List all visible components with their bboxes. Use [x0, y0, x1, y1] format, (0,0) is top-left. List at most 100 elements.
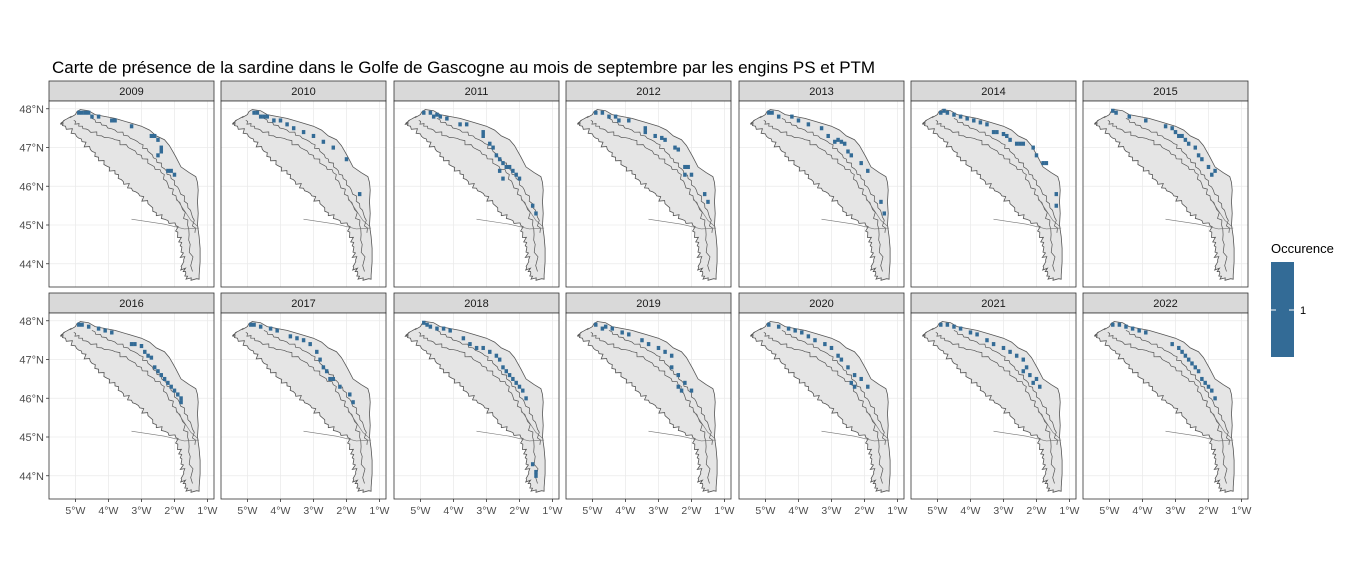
presence-cell [156, 369, 160, 374]
presence-cell [594, 110, 598, 115]
presence-cell [676, 147, 681, 152]
presence-cell [166, 380, 170, 385]
zone-boundary [131, 430, 200, 442]
presence-cell [143, 349, 147, 354]
presence-cell [689, 172, 694, 177]
presence-cell [882, 211, 887, 216]
zone-boundary [1037, 409, 1061, 440]
presence-cell [852, 373, 857, 378]
facet-panel: 2010 [220, 80, 387, 288]
presence-cell [600, 110, 605, 115]
presence-cell [968, 330, 973, 335]
x-tick-label: 3°W [1165, 505, 1185, 517]
presence-cell [331, 376, 336, 382]
presence-cell [660, 135, 664, 140]
presence-cell [1034, 376, 1039, 382]
presence-cell [600, 326, 605, 331]
presence-cell [800, 330, 804, 335]
presence-cell [991, 130, 996, 135]
presence-cell [507, 164, 512, 170]
panel-border [48, 100, 215, 288]
presence-cell [348, 392, 352, 397]
x-tick-label: 5°W [237, 505, 257, 517]
x-tick-label: 3°W [648, 505, 668, 517]
presence-cell [1206, 384, 1211, 389]
presence-cell [438, 114, 443, 119]
legend: Occurence 1 [1271, 241, 1334, 357]
presence-cell [166, 168, 170, 173]
presence-cell [1170, 342, 1174, 347]
presence-cell [159, 145, 164, 150]
x-tick-label: 4°W [443, 505, 463, 517]
presence-cell [262, 114, 266, 119]
presence-cell [517, 176, 522, 181]
presence-cell [464, 122, 469, 127]
presence-cell [156, 153, 160, 158]
depth-contour [590, 332, 711, 484]
depth-contour [608, 118, 713, 233]
presence-cell [995, 130, 999, 135]
zone-boundary [865, 409, 889, 440]
x-tick-label: 4°W [615, 505, 635, 517]
facet-panel: 2014 [910, 80, 1077, 288]
presence-cell [643, 126, 648, 131]
x-tick-label: 4°W [98, 505, 118, 517]
presence-cell [318, 357, 322, 362]
facet-panel: 2015 [1082, 80, 1249, 288]
x-tick-label: 3°W [821, 505, 841, 517]
presence-cell [958, 326, 963, 331]
presence-cell [1114, 110, 1118, 115]
x-tick-label: 2°W [509, 505, 529, 517]
zone-boundary [1165, 430, 1234, 442]
x-tick-label: 5°W [755, 505, 775, 517]
survey-area [577, 109, 718, 281]
panel-border [565, 312, 732, 500]
presence-cell [945, 110, 950, 115]
presence-cell [159, 373, 164, 378]
survey-area [404, 109, 546, 281]
x-tick-label: 2°W [854, 505, 874, 517]
presence-cell [179, 396, 183, 401]
depth-contour [935, 120, 1056, 272]
x-tick-label: 4°W [960, 505, 980, 517]
presence-cell [422, 110, 426, 115]
presence-cell [1024, 365, 1029, 370]
presence-cell [1001, 345, 1006, 351]
presence-cell [1177, 345, 1181, 351]
presence-cell [829, 345, 834, 351]
presence-cell [866, 384, 870, 389]
presence-cell [468, 342, 472, 347]
panel-border [220, 312, 387, 500]
presence-cell [534, 211, 538, 216]
presence-cell [806, 122, 811, 127]
presence-cell [497, 168, 502, 173]
presence-cell [534, 469, 538, 475]
x-tick-label: 1°W [369, 505, 389, 517]
presence-cell [1127, 114, 1132, 119]
x-tick-label: 5°W [927, 505, 947, 517]
presence-cell [149, 133, 154, 139]
presence-cell [939, 110, 943, 115]
presence-cell [445, 116, 449, 121]
presence-cell [1210, 172, 1214, 177]
presence-cell [965, 116, 969, 121]
presence-cell [83, 110, 88, 115]
zone-boundary [347, 409, 371, 440]
presence-cell [448, 328, 452, 333]
presence-cell [1200, 376, 1204, 382]
panel-border [393, 100, 560, 288]
x-tick-label: 1°W [1231, 505, 1251, 517]
x-tick-label: 2°W [336, 505, 356, 517]
y-tick-label: 48°N [19, 316, 44, 328]
presence-cell [846, 149, 850, 154]
presence-cell [1014, 141, 1019, 146]
presence-cell [1005, 133, 1009, 139]
presence-cell [425, 322, 429, 327]
presence-cell [308, 342, 312, 347]
presence-cell [133, 342, 137, 347]
presence-cell [521, 388, 525, 393]
presence-cell [169, 168, 173, 173]
survey-area [922, 109, 1063, 281]
presence-cell [706, 199, 710, 204]
presence-cell [613, 114, 618, 119]
